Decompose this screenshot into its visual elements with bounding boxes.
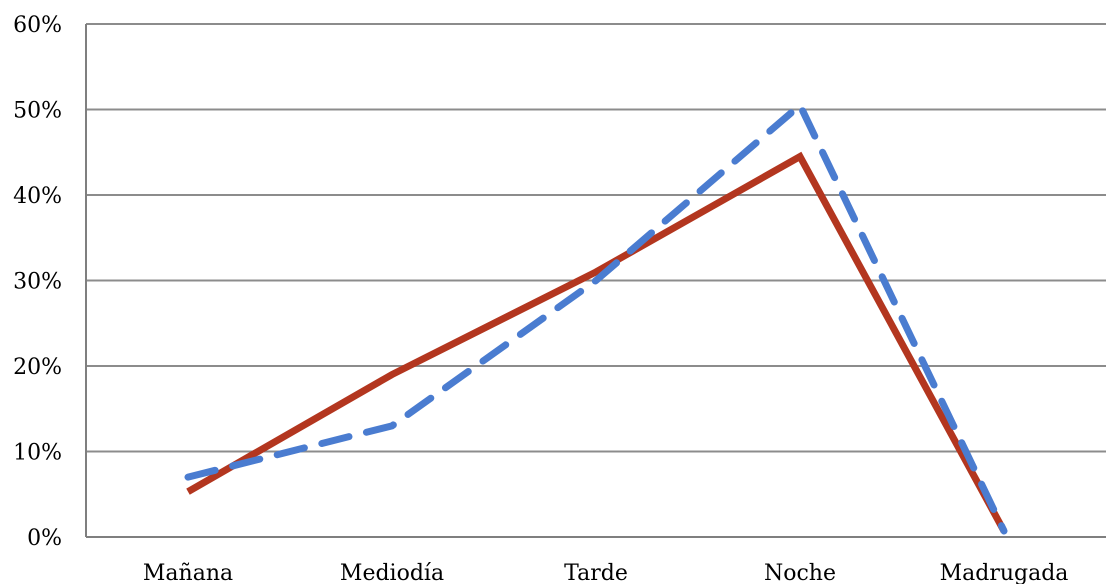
- y-tick-label: 50%: [13, 99, 62, 124]
- y-tick-label: 40%: [13, 184, 62, 209]
- x-tick-label: Mañana: [143, 561, 233, 584]
- y-tick-label: 10%: [13, 441, 62, 466]
- y-axis-tick-labels: 0% 10% 20% 30% 40% 50% 60%: [13, 13, 62, 551]
- series-lines: [184, 99, 1008, 535]
- y-tick-label: 0%: [27, 526, 62, 551]
- series-line-2-dashed: [184, 99, 1008, 535]
- x-tick-label: Mediodía: [340, 561, 444, 584]
- x-tick-label: Tarde: [564, 561, 628, 584]
- y-tick-label: 60%: [13, 13, 62, 38]
- series-line-1-solid: [186, 151, 1008, 533]
- x-axis-tick-labels: Mañana Mediodía Tarde Noche Madrugada: [143, 561, 1069, 584]
- x-tick-label: Noche: [764, 561, 836, 584]
- x-tick-label: Madrugada: [940, 561, 1069, 584]
- y-tick-label: 30%: [13, 270, 62, 295]
- y-tick-label: 20%: [13, 355, 62, 380]
